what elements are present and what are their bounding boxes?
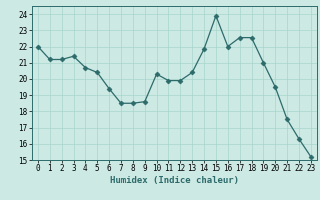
X-axis label: Humidex (Indice chaleur): Humidex (Indice chaleur) bbox=[110, 176, 239, 185]
